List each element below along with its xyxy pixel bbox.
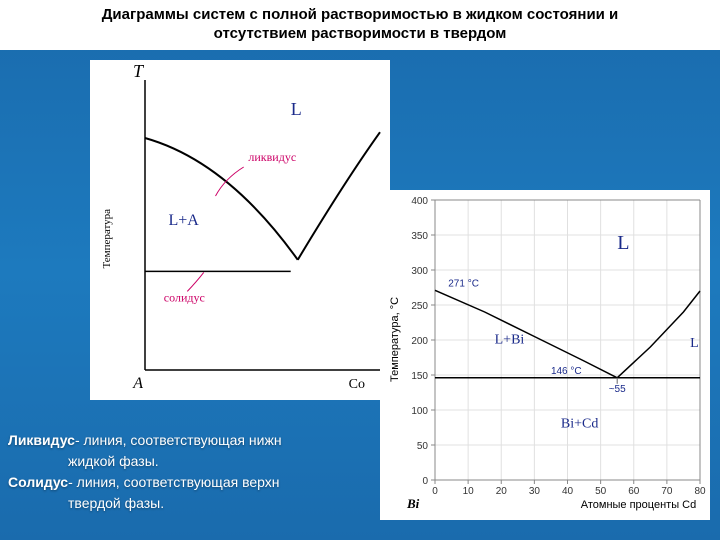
svg-text:50: 50	[417, 441, 429, 452]
svg-text:350: 350	[411, 231, 428, 242]
liquidus-def: Ликвидус- линия, соответствующая нижн	[8, 430, 282, 451]
svg-text:200: 200	[411, 336, 428, 347]
svg-text:146 °C: 146 °C	[551, 366, 582, 377]
title-line2: отсутствием растворимости в твердом	[214, 25, 507, 42]
solidus-def-l2: твердой фазы.	[68, 493, 282, 514]
svg-text:L: L	[690, 336, 699, 351]
svg-text:L+Bi: L+Bi	[495, 333, 525, 348]
svg-text:10: 10	[463, 486, 475, 497]
svg-text:A: A	[132, 375, 143, 392]
svg-text:80: 80	[694, 486, 706, 497]
slide-root: Диаграммы систем с полной растворимостью…	[0, 0, 720, 540]
svg-text:50: 50	[595, 486, 607, 497]
svg-text:ликвидус: ликвидус	[248, 150, 296, 164]
liquidus-term: Ликвидус	[8, 432, 75, 448]
liquidus-def-l2: жидкой фазы.	[68, 451, 282, 472]
svg-text:L: L	[617, 232, 629, 254]
liquidus-rest: - линия, соответствующая нижн	[75, 432, 282, 448]
chart-bi-cd-phase: 0 50 100 150 200 250 300 350 400 0 10 20 30 40 50 60 70 8…	[380, 190, 710, 520]
svg-text:0: 0	[422, 476, 428, 487]
svg-text:~55: ~55	[609, 384, 626, 395]
svg-text:L: L	[291, 99, 302, 119]
svg-text:40: 40	[562, 486, 574, 497]
svg-text:300: 300	[411, 266, 428, 277]
svg-text:T: T	[133, 61, 145, 81]
chart-generic-phase: Температура T A Со L L+A ликвидус солидус	[90, 60, 390, 400]
svg-text:20: 20	[496, 486, 508, 497]
svg-text:271 °C: 271 °C	[448, 278, 479, 289]
svg-text:30: 30	[529, 486, 541, 497]
solidus-rest: - линия, соответствующая верхн	[68, 474, 279, 490]
svg-text:солидус: солидус	[164, 290, 205, 304]
svg-text:250: 250	[411, 301, 428, 312]
solidus-def: Солидус- линия, соответствующая верхн	[8, 472, 282, 493]
svg-text:400: 400	[411, 196, 428, 207]
solidus-term: Солидус	[8, 474, 68, 490]
svg-text:Bi+Cd: Bi+Cd	[561, 417, 598, 432]
svg-text:70: 70	[661, 486, 673, 497]
definitions-block: Ликвидус- линия, соответствующая нижн жи…	[8, 430, 282, 514]
svg-text:Bi: Bi	[406, 496, 420, 511]
svg-text:Температура: Температура	[101, 209, 113, 269]
svg-text:Атомные проценты Cd: Атомные проценты Cd	[581, 499, 696, 511]
svg-text:60: 60	[628, 486, 640, 497]
svg-text:Температура, °C: Температура, °C	[389, 297, 401, 382]
svg-text:L+A: L+A	[169, 212, 200, 229]
svg-text:100: 100	[411, 406, 428, 417]
svg-text:0: 0	[432, 486, 438, 497]
svg-text:Со: Со	[349, 377, 365, 392]
slide-title: Диаграммы систем с полной растворимостью…	[0, 0, 720, 50]
title-line1: Диаграммы систем с полной растворимостью…	[102, 6, 619, 23]
svg-text:150: 150	[411, 371, 428, 382]
